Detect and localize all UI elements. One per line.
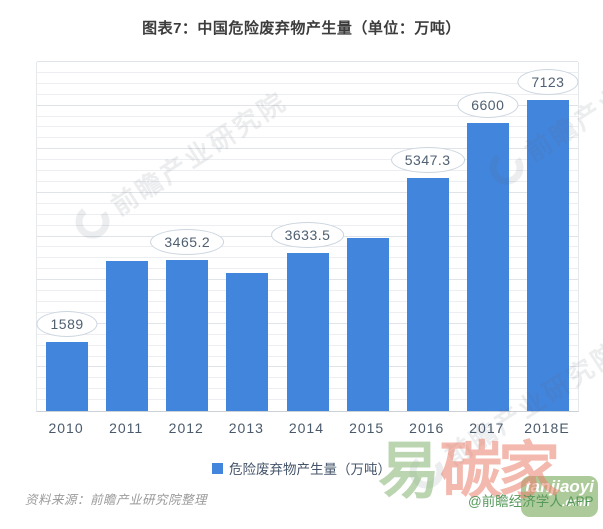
bar-2012 [166, 259, 209, 411]
credit-text: @前瞻经济学人 APP [468, 494, 594, 509]
gridline [37, 71, 578, 73]
bar-2014 [286, 252, 329, 411]
bar-2015 [346, 237, 389, 411]
plot-area: 1589 3465.2 3633.5 5347.3 6600 7123 [36, 61, 579, 412]
data-label-2017: 6600 [457, 92, 519, 119]
x-tick-2013: 2013 [228, 420, 264, 436]
legend: 危险废弃物产生量（万吨） [0, 458, 603, 478]
data-label-2018E: 7123 [517, 69, 579, 96]
data-label-2010: 1589 [36, 310, 98, 337]
x-tick-2018E: 2018E [524, 420, 570, 436]
x-tick-2012: 2012 [168, 420, 204, 436]
x-axis-labels: 2010 2011 2012 2013 2014 2015 2016 2017 2018E [36, 420, 577, 440]
x-tick-2015: 2015 [349, 420, 385, 436]
gridline [37, 61, 578, 62]
legend-label: 危险废弃物产生量（万吨） [229, 462, 391, 477]
bar-2011 [106, 261, 149, 411]
bar-2013 [226, 273, 269, 411]
legend-swatch-icon [212, 462, 223, 474]
bar-2017 [466, 123, 509, 411]
gridline [37, 82, 578, 84]
bar-2016 [406, 177, 449, 411]
x-tick-2010: 2010 [48, 420, 84, 436]
x-tick-2014: 2014 [288, 420, 325, 436]
source-note: 资料来源：前瞻产业研究院整理 [25, 493, 208, 507]
x-tick-2017: 2017 [469, 420, 505, 436]
bar-2018E [526, 100, 569, 411]
data-label-2014: 3633.5 [270, 221, 345, 248]
chart-title: 图表7：中国危险废弃物产生量（单位：万吨） [142, 20, 461, 37]
bar-2010 [46, 341, 89, 411]
data-label-2012: 3465.2 [150, 228, 225, 255]
x-tick-2016: 2016 [409, 420, 445, 436]
x-tick-2011: 2011 [109, 420, 144, 436]
data-label-2016: 5347.3 [390, 146, 465, 173]
